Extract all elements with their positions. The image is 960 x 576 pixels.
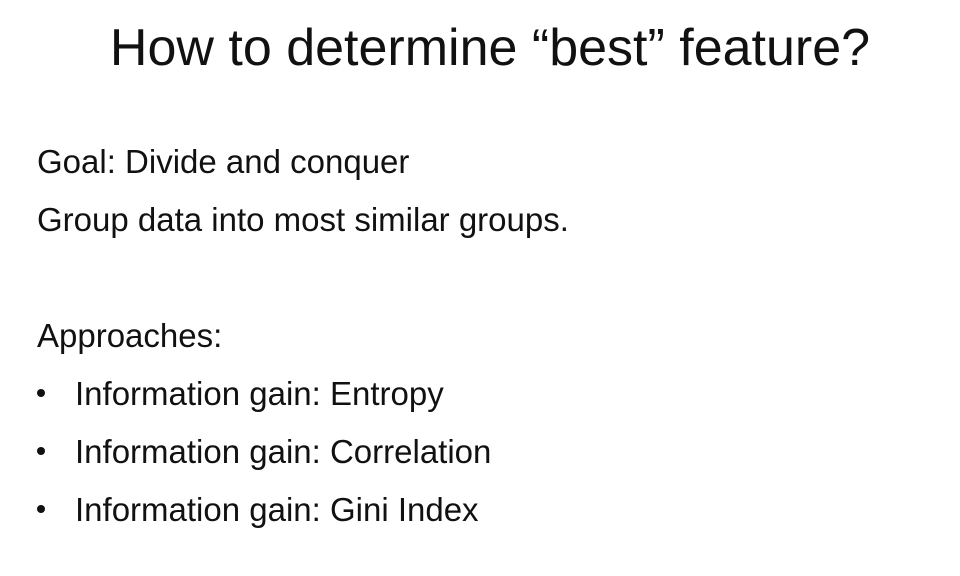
approach-label: Information gain: Correlation <box>75 433 492 470</box>
goal-text: Goal: Divide and conquer <box>37 143 410 180</box>
approach-label: Information gain: Gini Index <box>75 491 479 528</box>
bullet-icon <box>37 389 45 397</box>
group-description-text: Group data into most similar groups. <box>37 201 569 238</box>
approach-label: Information gain: Entropy <box>75 375 444 412</box>
bullet-icon <box>37 505 45 513</box>
bullet-icon <box>37 447 45 455</box>
approaches-heading: Approaches: <box>37 317 223 354</box>
slide-title: How to determine “best” feature? <box>109 19 871 77</box>
